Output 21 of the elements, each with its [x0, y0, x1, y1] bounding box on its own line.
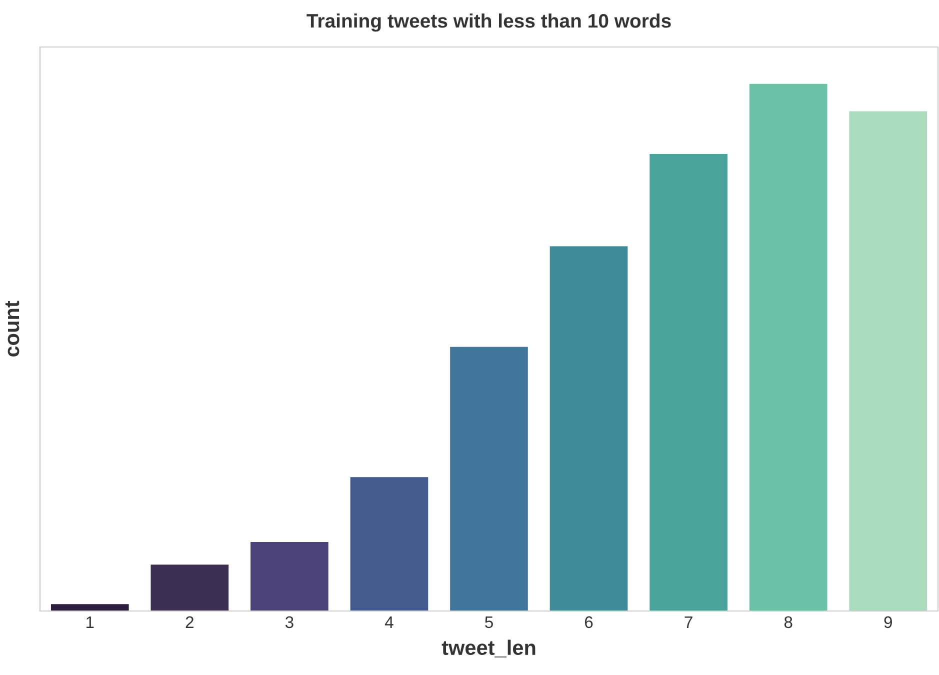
x-tick-label: 2: [186, 616, 194, 628]
bar: [849, 111, 928, 611]
bar: [650, 154, 728, 611]
x-tick-label: 6: [584, 616, 593, 628]
chart-title: Training tweets with less than 10 words: [306, 13, 671, 32]
bar: [749, 84, 828, 611]
bar: [150, 564, 229, 611]
bar: [550, 246, 628, 611]
x-tick-label: 5: [485, 616, 493, 628]
x-tick-label: 8: [784, 616, 792, 628]
x-tick-label: 7: [684, 616, 692, 628]
x-axis-title: tweet_len: [442, 640, 536, 658]
x-tick-label: 9: [884, 616, 892, 628]
x-tick-label: 3: [285, 616, 294, 628]
bar: [450, 346, 528, 611]
x-tick-label: 1: [86, 616, 94, 628]
bar: [50, 604, 129, 611]
x-tick-label: 4: [384, 616, 394, 628]
y-axis-title: count: [5, 300, 20, 357]
bar: [350, 477, 428, 611]
bar: [250, 542, 328, 611]
